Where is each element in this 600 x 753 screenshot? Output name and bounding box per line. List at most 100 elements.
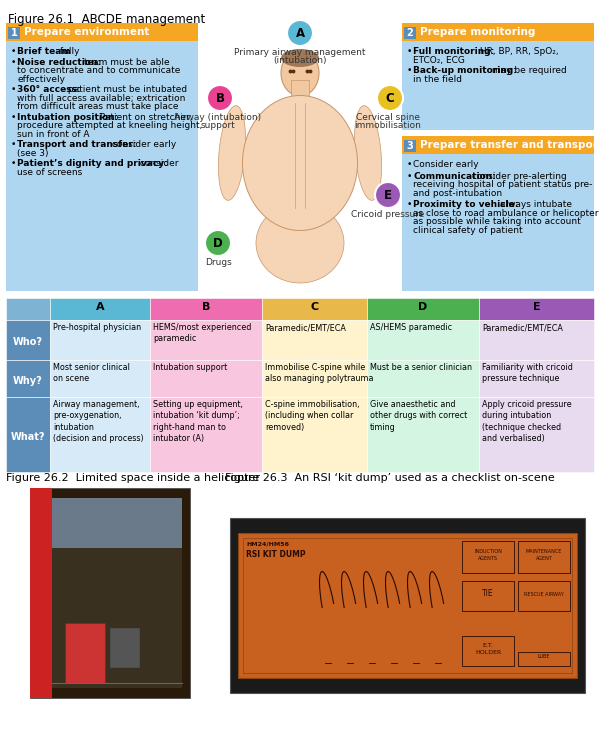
Text: RESCUE AIRWAY: RESCUE AIRWAY	[524, 592, 564, 596]
Bar	[150, 320, 262, 360]
Text: •: •	[11, 47, 16, 56]
Bar	[462, 541, 514, 573]
Text: Proximity to vehicle:: Proximity to vehicle:	[413, 200, 518, 209]
Text: (see 3): (see 3)	[17, 148, 49, 157]
Bar	[50, 360, 150, 397]
Text: Patient’s dignity and privacy:: Patient’s dignity and privacy:	[17, 159, 168, 168]
Bar	[404, 140, 416, 152]
Text: •: •	[407, 66, 412, 75]
Bar	[367, 320, 479, 360]
Bar	[479, 360, 594, 397]
Text: •: •	[407, 200, 412, 209]
Circle shape	[375, 182, 401, 208]
Bar	[518, 541, 570, 573]
Bar	[50, 298, 150, 320]
Bar	[150, 397, 262, 472]
Bar	[402, 23, 594, 41]
Bar	[52, 498, 182, 548]
Bar	[291, 80, 309, 98]
Text: support: support	[200, 121, 235, 130]
Text: •: •	[11, 57, 16, 66]
Text: Intubation support: Intubation support	[153, 363, 227, 372]
Text: Communication:: Communication:	[413, 172, 496, 181]
Text: Prepare transfer and transport: Prepare transfer and transport	[420, 140, 600, 150]
Bar	[65, 623, 105, 683]
Text: HR, BP, RR, SpO₂,: HR, BP, RR, SpO₂,	[477, 47, 559, 56]
Text: Primary airway management: Primary airway management	[234, 48, 366, 57]
Text: Immobilise C-spine while
also managing polytrauma: Immobilise C-spine while also managing p…	[265, 363, 373, 383]
Text: Prepare environment: Prepare environment	[24, 27, 149, 37]
Text: team must be able: team must be able	[81, 57, 170, 66]
Bar	[110, 628, 140, 668]
Text: and post-intubation: and post-intubation	[413, 188, 502, 197]
Text: Back-up monitoring:: Back-up monitoring:	[413, 66, 517, 75]
Text: HM24/HM56: HM24/HM56	[246, 541, 289, 546]
Text: C-spine immobilisation,
(including when collar
removed): C-spine immobilisation, (including when …	[265, 400, 359, 432]
Ellipse shape	[218, 105, 245, 200]
Bar	[479, 397, 594, 472]
Text: may be required: may be required	[489, 66, 567, 75]
Bar	[243, 538, 572, 673]
Bar	[262, 360, 367, 397]
Circle shape	[205, 230, 231, 256]
Bar	[479, 298, 594, 320]
Text: B: B	[215, 92, 224, 105]
Bar	[367, 298, 479, 320]
Text: Must be a senior clinician: Must be a senior clinician	[370, 363, 472, 372]
Text: TIE: TIE	[482, 590, 494, 599]
Bar	[262, 298, 367, 320]
Text: C: C	[386, 92, 394, 105]
Bar	[8, 27, 20, 39]
Text: patient must be intubated: patient must be intubated	[65, 85, 187, 94]
Bar	[6, 41, 198, 291]
Text: E.T.
HOLDER: E.T. HOLDER	[475, 643, 501, 654]
Bar	[404, 27, 416, 39]
Text: •: •	[11, 159, 16, 168]
Text: Why?: Why?	[13, 376, 43, 386]
Bar	[462, 581, 514, 611]
Text: •: •	[407, 160, 412, 169]
Text: 360° access:: 360° access:	[17, 85, 80, 94]
Text: as close to road ambulance or helicopter: as close to road ambulance or helicopter	[413, 209, 599, 218]
Bar	[6, 397, 50, 472]
Text: Airway management,
pre-oxygenation,
intubation
(decision and process): Airway management, pre-oxygenation, intu…	[53, 400, 143, 444]
Bar	[6, 298, 50, 320]
Text: Paramedic/EMT/ECA: Paramedic/EMT/ECA	[482, 323, 563, 332]
Bar	[402, 136, 594, 154]
Text: Most senior clinical
on scene: Most senior clinical on scene	[53, 363, 130, 383]
Text: B: B	[202, 302, 210, 312]
Text: MAINTENANCE
AGENT: MAINTENANCE AGENT	[526, 549, 562, 561]
Text: as possible while taking into account: as possible while taking into account	[413, 217, 581, 226]
Text: Apply cricoid pressure
during intubation
(technique checked
and verbalised): Apply cricoid pressure during intubation…	[482, 400, 572, 444]
Text: Transport and transfer:: Transport and transfer:	[17, 140, 137, 149]
Text: 1: 1	[11, 28, 17, 38]
Text: fully: fully	[57, 47, 79, 56]
Text: 2: 2	[407, 28, 413, 38]
Text: Cervical spine: Cervical spine	[356, 113, 420, 122]
Text: ETCO₂, ECG: ETCO₂, ECG	[413, 56, 465, 65]
Text: What?: What?	[11, 431, 45, 441]
Text: AS/HEMS paramedic: AS/HEMS paramedic	[370, 323, 452, 332]
Bar	[479, 320, 594, 360]
Text: D: D	[418, 302, 428, 312]
Text: Pre-hospital physician: Pre-hospital physician	[53, 323, 141, 332]
Text: effectively: effectively	[17, 75, 65, 84]
Text: Intubation position:: Intubation position:	[17, 112, 118, 121]
Ellipse shape	[242, 96, 358, 230]
Bar	[518, 652, 570, 666]
Text: •: •	[11, 140, 16, 149]
Text: D: D	[213, 236, 223, 249]
Bar	[367, 397, 479, 472]
Text: with full access available; extrication: with full access available; extrication	[17, 93, 185, 102]
Text: •: •	[407, 172, 412, 181]
Text: LUBE: LUBE	[538, 654, 550, 660]
Text: RSI KIT DUMP: RSI KIT DUMP	[246, 550, 305, 559]
Text: clinical safety of patient: clinical safety of patient	[413, 225, 523, 234]
Text: to concentrate and to communicate: to concentrate and to communicate	[17, 66, 181, 75]
Bar	[50, 397, 150, 472]
Bar	[402, 154, 594, 291]
Text: Airway (intubation): Airway (intubation)	[175, 113, 262, 122]
Bar	[518, 581, 570, 611]
Bar	[262, 320, 367, 360]
Text: Setting up equipment,
intubation ‘kit dump’;
right-hand man to
intubator (A): Setting up equipment, intubation ‘kit du…	[153, 400, 243, 444]
